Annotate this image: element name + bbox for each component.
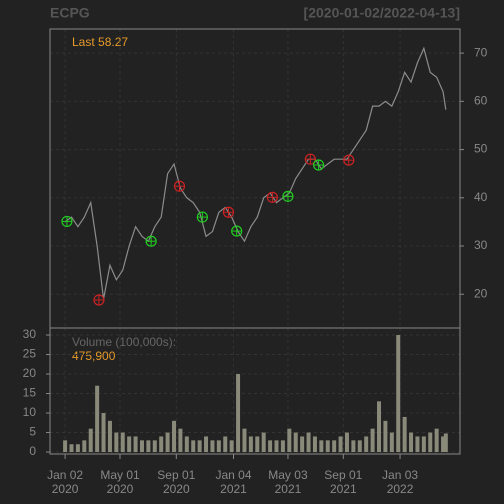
y2-tick-label: 30: [23, 327, 37, 341]
volume-bar: [204, 436, 209, 453]
volume-bar: [107, 420, 112, 453]
volume-bar: [402, 416, 407, 453]
x-tick-year: 2021: [220, 482, 247, 496]
volume-bar: [114, 432, 119, 453]
volume-bar: [443, 433, 448, 453]
y2-tick-label: 5: [29, 425, 36, 439]
x-tick-year: 2020: [52, 482, 79, 496]
volume-bar: [377, 401, 382, 453]
volume-bar: [268, 440, 273, 453]
volume-bar: [165, 432, 170, 453]
volume-bar: [312, 436, 317, 453]
volume-bar: [191, 440, 196, 453]
volume-bar: [421, 436, 426, 453]
volume-bar: [338, 436, 343, 453]
volume-bar: [434, 428, 439, 453]
y-tick-label: 30: [474, 238, 488, 252]
volume-bar: [133, 436, 138, 453]
volume-bar: [370, 428, 375, 453]
volume-bar: [210, 440, 215, 453]
volume-bar: [389, 432, 394, 453]
y-tick-label: 20: [474, 286, 488, 300]
y2-tick-label: 20: [23, 366, 37, 380]
x-tick-label: Jan 02: [47, 468, 83, 482]
volume-bar: [293, 432, 298, 453]
volume-bar: [332, 440, 337, 453]
volume-title: Volume (100,000s):: [72, 335, 176, 349]
volume-bar: [351, 440, 356, 453]
y-tick-label: 70: [474, 45, 488, 59]
x-tick-label: May 01: [100, 468, 140, 482]
volume-bar: [101, 413, 106, 453]
volume-bar: [242, 428, 247, 453]
volume-bar: [88, 428, 93, 453]
volume-bar: [82, 440, 87, 453]
x-tick-year: 2022: [387, 482, 414, 496]
volume-bar: [255, 436, 260, 453]
x-tick-year: 2020: [163, 482, 190, 496]
volume-bar: [236, 374, 241, 453]
volume-bar: [280, 440, 285, 453]
volume-bar: [274, 440, 279, 453]
volume-bar: [223, 436, 228, 453]
volume-panel-frame: [49, 327, 461, 455]
volume-bar: [75, 444, 80, 453]
volume-bar: [127, 436, 132, 453]
y2-tick-label: 15: [23, 386, 37, 400]
volume-bar: [306, 432, 311, 453]
volume-bar: [63, 440, 68, 453]
volume-bar: [178, 428, 183, 453]
y-tick-label: 60: [474, 94, 488, 108]
y2-tick-label: 0: [29, 444, 36, 458]
x-tick-label: Jan 04: [215, 468, 251, 482]
volume-bar: [364, 436, 369, 453]
volume-bar: [184, 436, 189, 453]
volume-bar: [325, 440, 330, 453]
x-tick-label: Sep 01: [324, 468, 362, 482]
x-tick-year: 2021: [330, 482, 357, 496]
volume-bar: [152, 440, 157, 453]
x-tick-label: Sep 01: [157, 468, 195, 482]
chart-title: ECPG: [50, 5, 90, 21]
price-panel-frame: [49, 28, 461, 329]
price-line: [64, 46, 447, 300]
volume-bar: [396, 335, 401, 453]
volume-bar: [357, 440, 362, 453]
volume-bar: [197, 440, 202, 453]
x-tick-label: Jan 03: [382, 468, 418, 482]
volume-bar: [261, 432, 266, 453]
y-tick-label: 40: [474, 190, 488, 204]
volume-bar: [428, 432, 433, 453]
y-tick-label: 50: [474, 142, 488, 156]
last-price: Last 58.27: [72, 35, 128, 49]
volume-bar: [172, 420, 177, 453]
volume-bar: [95, 385, 100, 453]
volume-bar: [216, 440, 221, 453]
date-range: [2020-01-02/2022-04-13]: [304, 5, 460, 21]
volume-bar: [69, 444, 74, 453]
volume-bar: [139, 440, 144, 453]
x-tick-year: 2020: [107, 482, 134, 496]
volume-bar: [300, 436, 305, 453]
volume-bar: [415, 436, 420, 453]
volume-bar: [146, 440, 151, 453]
x-tick-label: May 03: [268, 468, 308, 482]
volume-bar: [287, 428, 292, 453]
volume-bar: [383, 420, 388, 453]
volume-bar: [248, 436, 253, 453]
volume-bar: [409, 432, 414, 453]
x-tick-year: 2021: [275, 482, 302, 496]
volume-bar: [120, 432, 125, 453]
y2-tick-label: 25: [23, 347, 37, 361]
volume-bar: [159, 436, 164, 453]
volume-bar: [229, 440, 234, 453]
volume-bar: [344, 432, 349, 453]
volume-bar: [441, 436, 446, 453]
volume-bar: [319, 440, 324, 453]
y2-tick-label: 10: [23, 405, 37, 419]
volume-last: 475,900: [72, 349, 116, 363]
